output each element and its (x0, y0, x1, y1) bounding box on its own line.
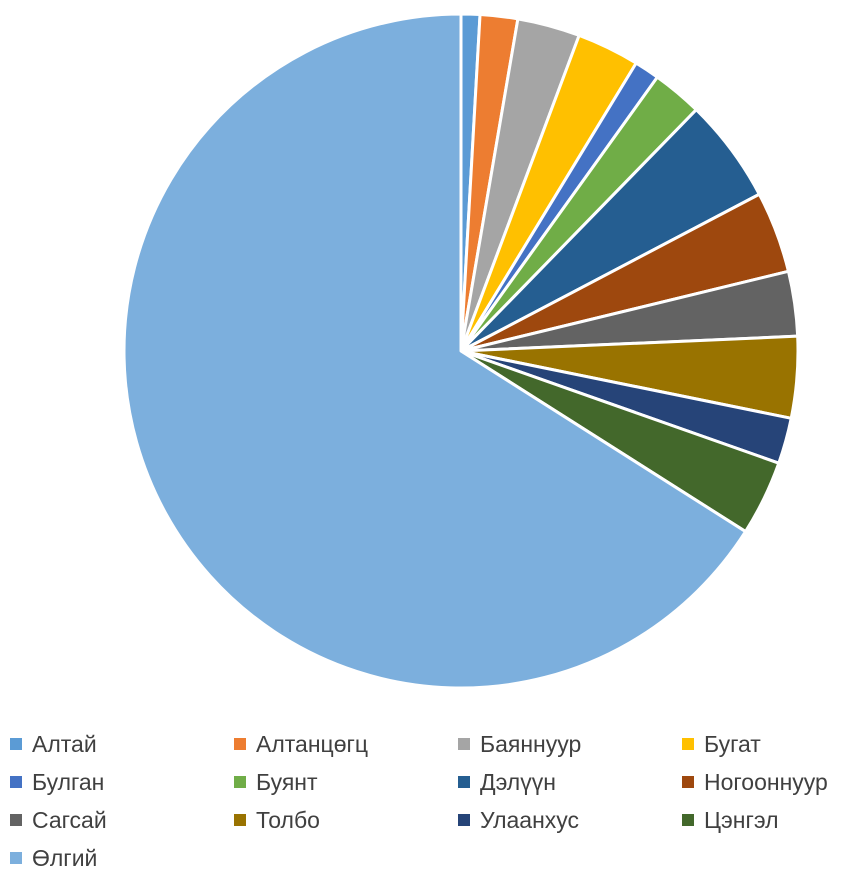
legend-swatch (10, 776, 22, 788)
legend-swatch (682, 776, 694, 788)
legend-swatch (10, 814, 22, 826)
legend-item: Алтай (10, 728, 234, 760)
legend-swatch (682, 814, 694, 826)
legend-swatch (458, 814, 470, 826)
legend-item: Буянт (234, 766, 458, 798)
legend-label: Ногооннуур (704, 768, 828, 795)
legend-item: Цэнгэл (682, 804, 850, 836)
legend-swatch (682, 738, 694, 750)
pie-chart (122, 12, 800, 690)
legend-label: Дэлүүн (480, 768, 556, 795)
legend-item: Дэлүүн (458, 766, 682, 798)
legend-swatch (234, 814, 246, 826)
legend-item: Алтанцөгц (234, 728, 458, 760)
legend-item: Сагсай (10, 804, 234, 836)
legend-label: Сагсай (32, 806, 107, 833)
legend-label: Буянт (256, 768, 318, 795)
legend-item: Булган (10, 766, 234, 798)
chart-legend: Алтай Алтанцөгц Баяннуур Бугат Булган Буянт Дэ… (10, 728, 850, 874)
legend-label: Алтанцөгц (256, 730, 369, 757)
legend-label: Бугат (704, 730, 761, 757)
legend-swatch (10, 738, 22, 750)
legend-item: Толбо (234, 804, 458, 836)
legend-swatch (234, 738, 246, 750)
legend-swatch (458, 738, 470, 750)
pie-slice-12 (122, 12, 748, 690)
pie-slices (122, 12, 800, 690)
legend-item: Ногооннуур (682, 766, 850, 798)
legend-item: Өлгий (10, 842, 234, 874)
legend-label: Толбо (256, 806, 320, 833)
legend-swatch (234, 776, 246, 788)
legend-label: Баяннуур (480, 730, 582, 757)
legend-label: Цэнгэл (704, 806, 779, 833)
legend-item: Улаанхус (458, 804, 682, 836)
legend-label: Улаанхус (480, 806, 580, 833)
legend-item: Баяннуур (458, 728, 682, 760)
legend-swatch (458, 776, 470, 788)
legend-label: Булган (32, 768, 105, 795)
legend-swatch (10, 852, 22, 864)
legend-label: Өлгий (32, 844, 98, 871)
legend-item: Бугат (682, 728, 850, 760)
legend-label: Алтай (32, 730, 97, 757)
